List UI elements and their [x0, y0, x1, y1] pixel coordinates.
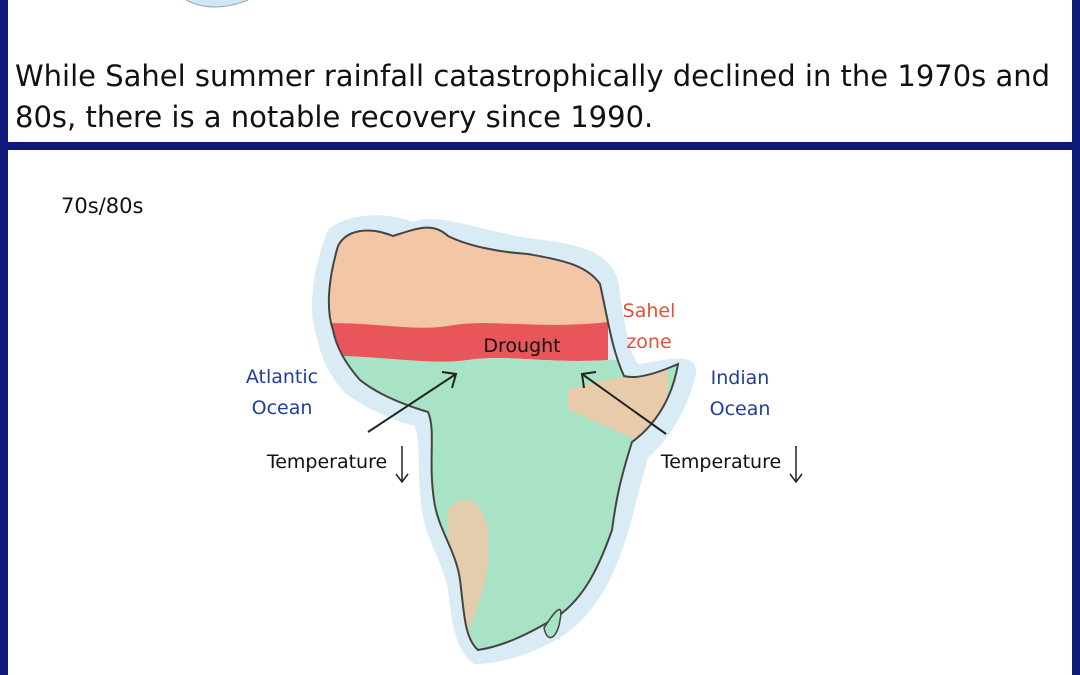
madagascar — [543, 608, 562, 639]
horn-desert — [568, 370, 668, 450]
previous-map-fragment — [185, 0, 249, 8]
temperature-label-left: Temperature — [266, 451, 388, 473]
africa-outline — [327, 226, 680, 652]
temperature-label-right: Temperature — [660, 451, 782, 473]
caption-panel: While Sahel summer rainfall catastrophic… — [8, 0, 1072, 142]
period-label: 70s/80s — [61, 194, 144, 218]
down-arrow-icon — [395, 446, 409, 484]
kalahari-desert — [447, 499, 489, 630]
right-arrow — [580, 371, 667, 435]
left-arrow — [367, 371, 458, 433]
down-arrow-icon — [789, 446, 803, 484]
caption-text: While Sahel summer rainfall catastrophic… — [15, 59, 1051, 134]
atlantic-ocean-label: Atlantic Ocean — [245, 366, 319, 419]
africa-map — [312, 215, 803, 664]
drought-label: Drought — [483, 335, 561, 357]
africa-map-panel: 70s/80s — [8, 150, 1072, 675]
sahel-band — [328, 322, 608, 362]
indian-ocean-label: Indian Ocean — [709, 367, 771, 420]
sahel-zone-label: Sahel zone — [622, 300, 676, 353]
